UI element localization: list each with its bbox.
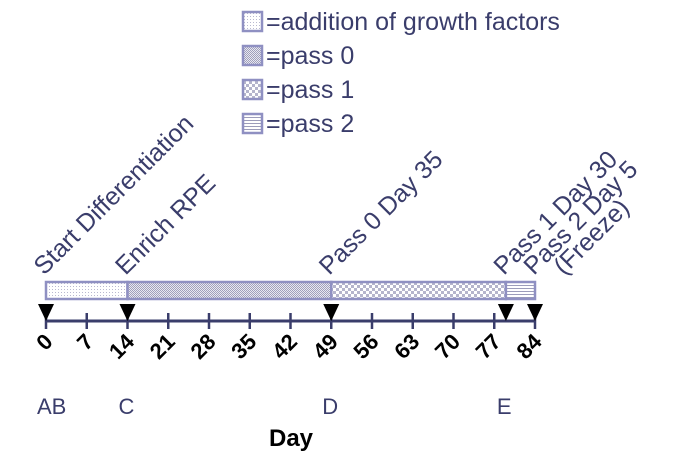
- tick-label: 42: [267, 329, 302, 364]
- tick-label: 56: [349, 329, 384, 364]
- legend-swatch-fine-check: [241, 44, 264, 67]
- sample-letter: C: [119, 394, 135, 419]
- sample-letter: AB: [37, 394, 66, 419]
- tick-label: 77: [471, 329, 506, 364]
- segment-checker: [330, 280, 508, 301]
- tick-labels: 0 7 14 21 28 35 42 49 56 63 70 77 84: [31, 328, 547, 364]
- legend-label-fine-check: =pass 0: [266, 42, 354, 70]
- segment-dots: [44, 280, 129, 301]
- axis-title: Day: [269, 425, 314, 452]
- tick-label: 7: [72, 329, 98, 355]
- legend-label-dots: =addition of growth factors: [266, 8, 560, 36]
- event-marker: [323, 304, 340, 321]
- tick-label: 0: [31, 329, 57, 355]
- tick-label: 35: [226, 329, 261, 364]
- event-marker: [119, 304, 136, 321]
- tick-label: 70: [430, 329, 465, 364]
- sample-letter: D: [322, 394, 338, 419]
- timeline-axis: [44, 313, 537, 329]
- legend-swatch-checker: [241, 78, 264, 101]
- event-markers: [38, 304, 543, 321]
- event-marker: [527, 304, 543, 321]
- event-marker: [38, 304, 54, 321]
- legend-label-checker: =pass 1: [266, 76, 354, 104]
- event-label: Start Differentiation: [28, 109, 199, 280]
- event-marker: [497, 304, 514, 321]
- sample-letters: AB C D E: [37, 394, 512, 419]
- tick-label: 28: [186, 329, 221, 364]
- sample-letter: E: [497, 394, 512, 419]
- tick-label: 49: [308, 329, 343, 364]
- timeline-bar: [44, 280, 537, 301]
- tick-label: 84: [512, 328, 548, 364]
- legend-swatch-hlines: [241, 112, 264, 135]
- legend-label-hlines: =pass 2: [266, 110, 354, 138]
- segment-fine-check: [126, 280, 333, 301]
- tick-label: 21: [145, 329, 180, 364]
- event-label: Pass 0 Day 35: [314, 145, 449, 280]
- tick-label: 63: [389, 329, 424, 364]
- legend: =addition of growth factors =pass 0 =pass …: [241, 8, 560, 138]
- tick-label: 14: [104, 328, 140, 364]
- segment-hlines: [504, 280, 537, 301]
- legend-swatch-dots: [241, 10, 264, 33]
